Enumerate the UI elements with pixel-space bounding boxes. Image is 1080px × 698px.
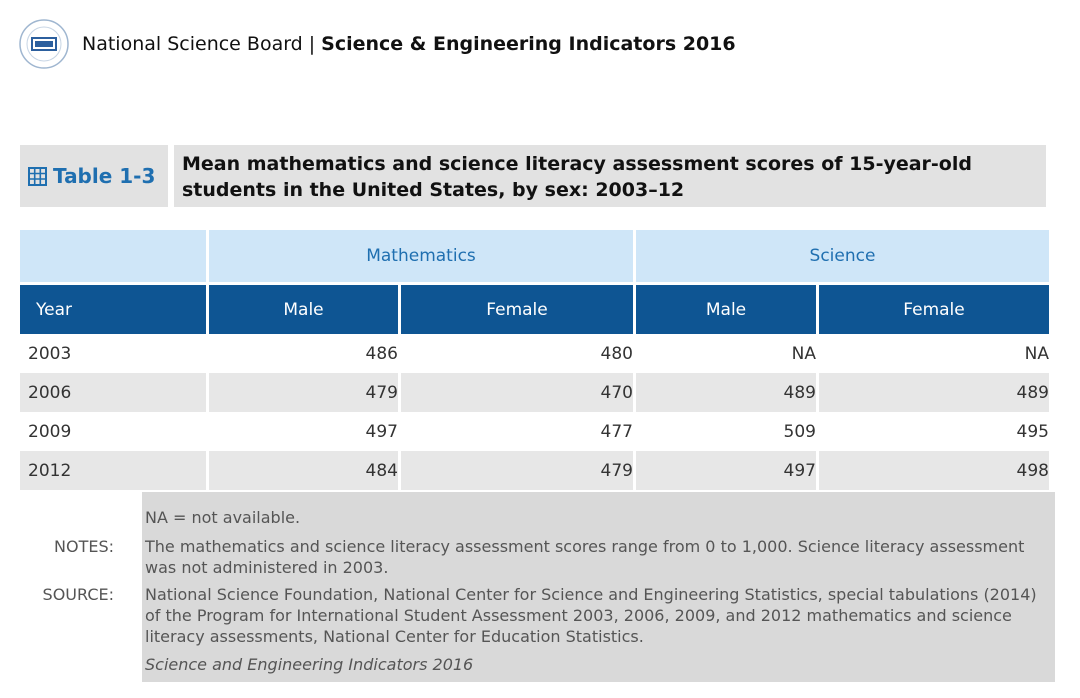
notes-text-panel [142,492,1055,682]
cell-year: 2009 [20,412,209,451]
table-row: 2012 484 479 497 498 [20,451,1052,490]
cell-science-female: 489 [819,373,1052,412]
cell-math-male: 497 [209,412,401,451]
header-separator: | [308,33,316,55]
notes-text: The mathematics and science literacy ass… [145,537,1025,577]
cell-science-male: 489 [636,373,819,412]
table-row: 2009 497 477 509 495 [20,412,1052,451]
table-icon [28,166,47,186]
page-header: National Science Board | Science & Enginee… [18,16,736,72]
source-text: National Science Foundation, National Ce… [145,585,1037,646]
col-science-female: Female [819,282,1052,334]
source-label: SOURCE: [42,585,114,604]
cell-math-female: 477 [401,412,636,451]
cell-science-female: 498 [819,451,1052,490]
group-header-blank [20,230,209,282]
cell-science-female: NA [819,334,1052,373]
group-mathematics: Mathematics [209,230,636,282]
table-row: 2006 479 470 489 489 [20,373,1052,412]
cell-year: 2006 [20,373,209,412]
col-math-male: Male [209,282,401,334]
col-year: Year [20,282,209,334]
group-header-row: Mathematics Science [20,230,1052,282]
header-publication: Science & Engineering Indicators 2016 [321,33,736,55]
header-org: National Science Board [82,33,303,55]
cell-year: 2003 [20,334,209,373]
table-title: Mean mathematics and science literacy as… [174,145,1046,207]
cell-math-male: 484 [209,451,401,490]
table-label[interactable]: Table 1-3 [20,145,168,207]
cell-science-female: 495 [819,412,1052,451]
scores-table: Mathematics Science Year Male Female Mal… [20,230,1052,490]
nsb-logo-icon [19,19,69,69]
na-definition: NA = not available. [145,508,301,527]
notes-section: NA = not available. NOTES: The mathemati… [20,492,1055,682]
column-header-row: Year Male Female Male Female [20,282,1052,334]
cell-math-female: 479 [401,451,636,490]
notes-label: NOTES: [54,537,114,556]
table-row: 2003 486 480 NA NA [20,334,1052,373]
group-science: Science [636,230,1052,282]
cell-math-male: 479 [209,373,401,412]
table-label-text: Table 1-3 [53,164,156,188]
citation-text: Science and Engineering Indicators 2016 [145,655,474,674]
table-title-block: Table 1-3 Mean mathematics and science l… [20,145,1046,207]
cell-science-male: NA [636,334,819,373]
cell-math-female: 480 [401,334,636,373]
cell-science-male: 497 [636,451,819,490]
col-science-male: Male [636,282,819,334]
cell-math-male: 486 [209,334,401,373]
cell-year: 2012 [20,451,209,490]
col-math-female: Female [401,282,636,334]
notes-label-column [20,492,139,682]
cell-science-male: 509 [636,412,819,451]
cell-math-female: 470 [401,373,636,412]
header-title: National Science Board | Science & Enginee… [82,33,736,55]
